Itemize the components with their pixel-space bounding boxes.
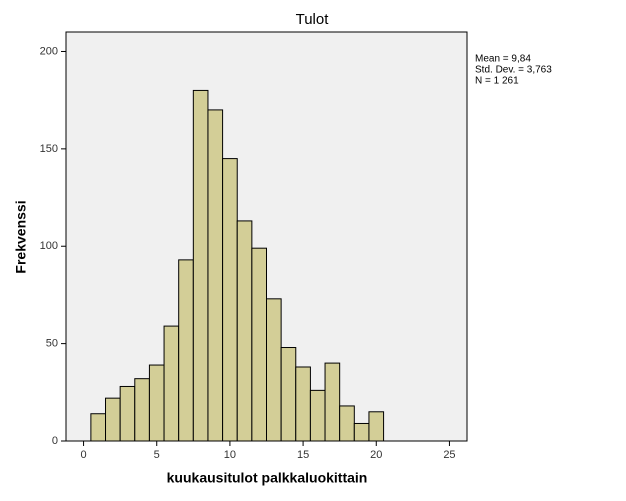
bar <box>280 347 297 442</box>
y-tick-label: 150 <box>40 143 58 155</box>
bar <box>236 220 253 442</box>
stats-annotation: N = 1 261 <box>475 76 519 87</box>
y-axis-label: Frekvenssi <box>13 200 29 273</box>
x-tick-label: 15 <box>297 449 309 461</box>
bar <box>192 89 209 442</box>
bar <box>134 378 150 442</box>
bar <box>178 259 194 442</box>
y-tick-label: 0 <box>52 435 58 447</box>
bar <box>266 298 282 442</box>
bar <box>368 411 385 442</box>
x-tick-label: 0 <box>80 449 86 461</box>
bar <box>295 366 311 442</box>
bar <box>119 385 136 442</box>
bar <box>207 109 224 442</box>
y-tick-label: 100 <box>40 240 58 252</box>
bar <box>339 405 355 442</box>
y-tick-label: 200 <box>40 45 58 57</box>
bar <box>148 364 165 442</box>
y-tick-label: 50 <box>46 338 58 350</box>
x-axis-label: kuukausitulot palkkaluokittain <box>167 470 368 486</box>
bar <box>105 397 121 442</box>
bar <box>353 422 370 442</box>
bar <box>222 158 238 442</box>
x-tick-label: 25 <box>443 449 455 461</box>
bar <box>251 247 267 442</box>
bar <box>90 413 107 442</box>
x-tick-label: 20 <box>370 449 382 461</box>
bar <box>163 325 180 442</box>
x-tick-label: 10 <box>224 449 236 461</box>
stats-annotation: Mean = 9,84 <box>475 54 531 65</box>
x-tick-label: 5 <box>154 449 160 461</box>
chart-title: Tulot <box>296 11 330 28</box>
stats-annotation: Std. Dev. = 3,763 <box>475 65 552 76</box>
bar <box>324 362 341 442</box>
bar <box>309 389 326 442</box>
